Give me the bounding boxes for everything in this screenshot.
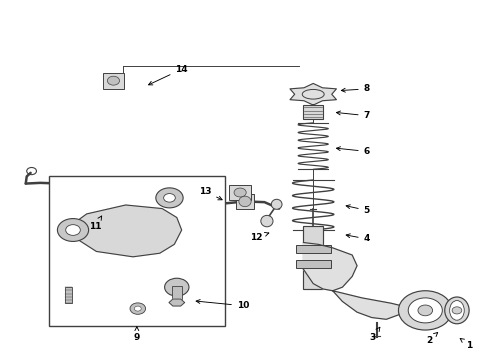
Bar — [172, 286, 182, 300]
Bar — [236, 194, 254, 209]
Text: 14: 14 — [148, 65, 188, 85]
Bar — [295, 260, 331, 267]
Text: 6: 6 — [337, 147, 370, 156]
Ellipse shape — [107, 76, 120, 85]
Polygon shape — [169, 299, 185, 306]
Ellipse shape — [137, 196, 149, 207]
Circle shape — [408, 298, 442, 323]
Circle shape — [452, 307, 462, 314]
Circle shape — [134, 306, 141, 311]
Polygon shape — [333, 291, 406, 319]
Ellipse shape — [450, 301, 464, 320]
Bar — [49, 176, 224, 327]
Circle shape — [66, 225, 80, 235]
Text: 12: 12 — [250, 233, 269, 242]
Ellipse shape — [261, 215, 273, 227]
Polygon shape — [290, 84, 337, 105]
Polygon shape — [65, 205, 182, 257]
Bar — [134, 194, 151, 209]
Bar — [303, 226, 323, 289]
Bar — [103, 73, 124, 89]
Bar — [303, 105, 323, 119]
Text: 10: 10 — [196, 300, 249, 310]
Circle shape — [164, 194, 175, 202]
Circle shape — [418, 305, 433, 316]
Text: 1: 1 — [460, 338, 472, 350]
Text: 8: 8 — [342, 84, 370, 93]
Text: 13: 13 — [199, 187, 222, 200]
Ellipse shape — [271, 199, 282, 209]
Circle shape — [165, 278, 189, 296]
Text: 11: 11 — [89, 216, 101, 231]
Text: 5: 5 — [346, 205, 370, 215]
Circle shape — [130, 303, 146, 314]
Ellipse shape — [239, 196, 251, 207]
Circle shape — [156, 188, 183, 208]
Bar — [229, 185, 251, 201]
Bar — [295, 246, 331, 253]
Text: 2: 2 — [426, 333, 438, 345]
Bar — [65, 287, 72, 303]
Polygon shape — [303, 243, 357, 291]
Text: 9: 9 — [134, 327, 140, 342]
Ellipse shape — [234, 188, 246, 197]
Text: 7: 7 — [337, 111, 370, 120]
Circle shape — [57, 219, 89, 242]
Text: 4: 4 — [346, 234, 370, 243]
Text: 3: 3 — [369, 327, 380, 342]
Circle shape — [398, 291, 452, 330]
Ellipse shape — [445, 297, 469, 324]
